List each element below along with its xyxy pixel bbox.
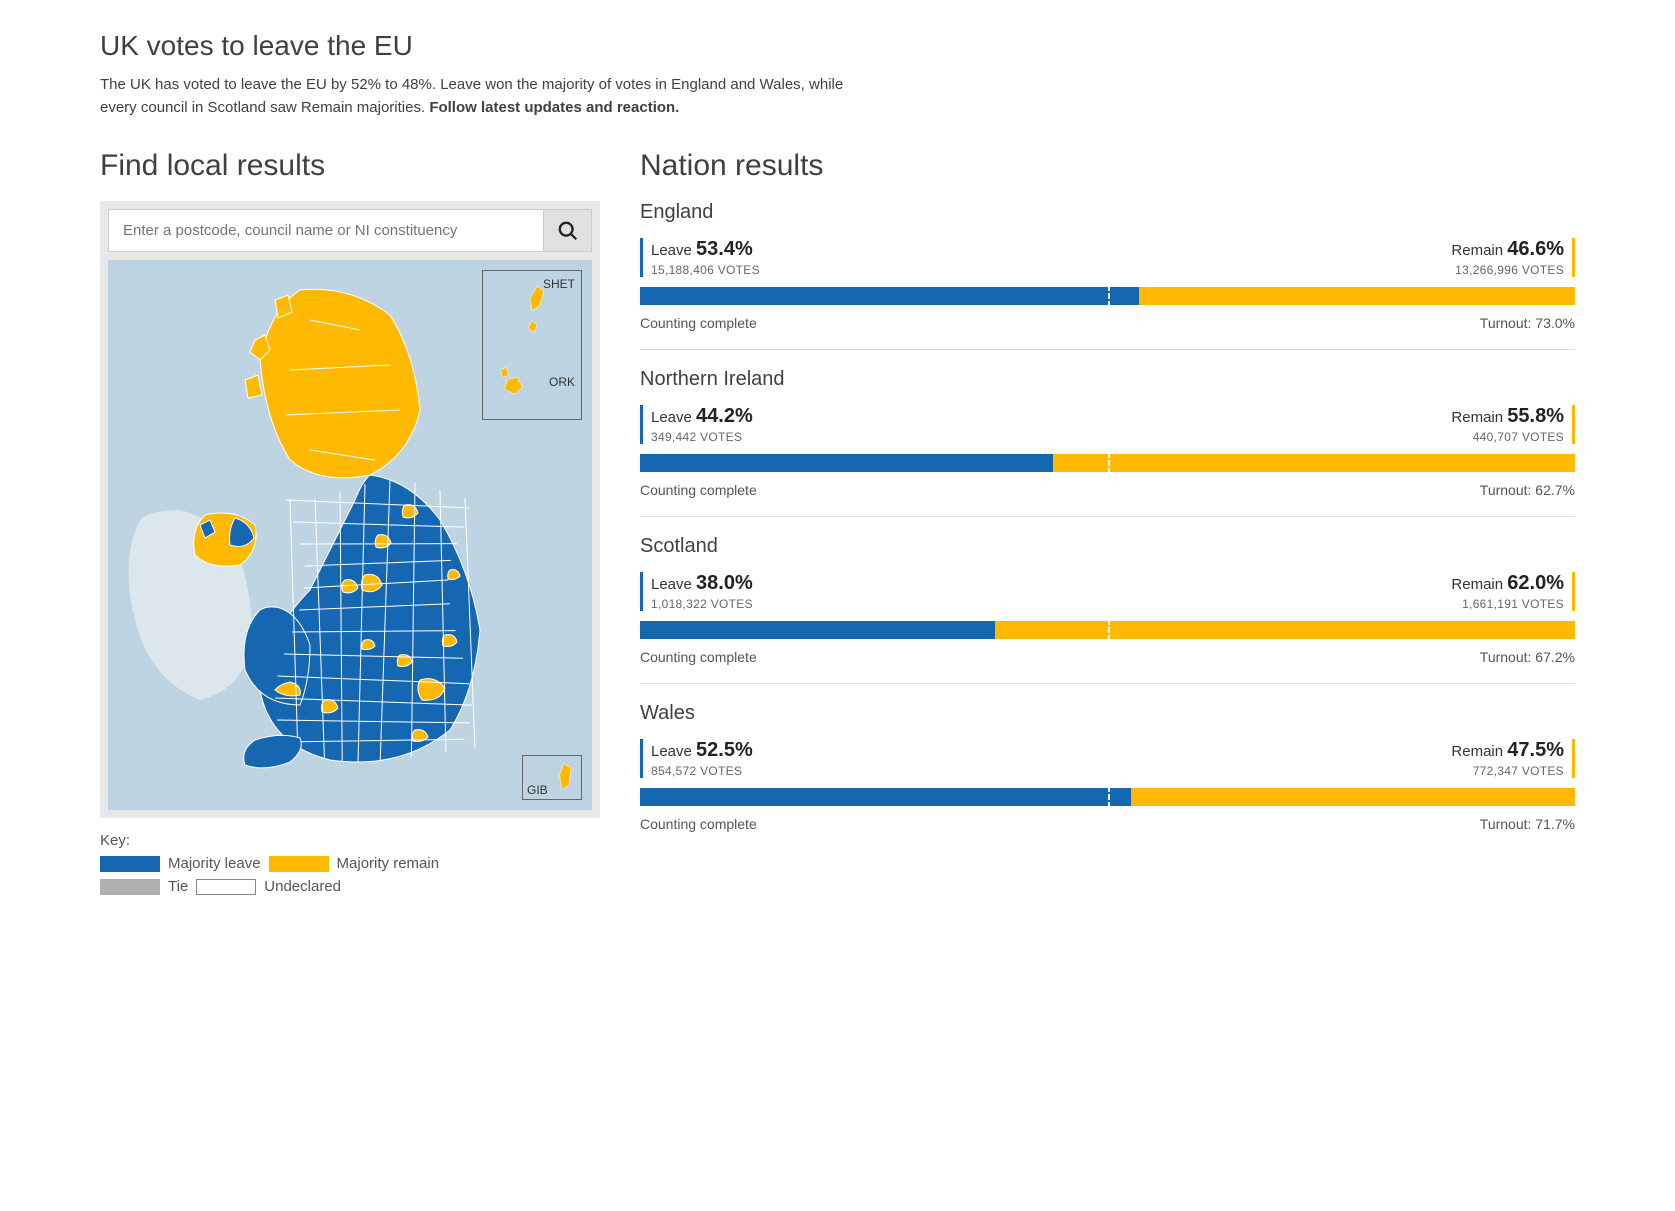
result-bar — [640, 454, 1575, 472]
remain-result: Remain 55.8% 440,707 VOTES — [1451, 405, 1575, 444]
counting-status: Counting complete — [640, 816, 757, 832]
result-bar — [640, 621, 1575, 639]
leave-label: Leave — [651, 743, 696, 760]
leave-result: Leave 44.2% 349,442 VOTES — [640, 405, 753, 444]
remain-result: Remain 46.6% 13,266,996 VOTES — [1451, 238, 1575, 277]
nation-card: Northern Ireland Leave 44.2% 349,442 VOT… — [640, 368, 1575, 517]
bar-midline — [1108, 619, 1110, 641]
key-swatch-remain — [269, 856, 329, 872]
search-button[interactable] — [544, 209, 592, 252]
page-subtitle: The UK has voted to leave the EU by 52% … — [100, 74, 880, 119]
remain-votes: 440,707 VOTES — [1451, 430, 1564, 444]
remain-result: Remain 47.5% 772,347 VOTES — [1451, 739, 1575, 778]
leave-label: Leave — [651, 576, 696, 593]
remain-label: Remain — [1451, 576, 1507, 593]
bar-leave — [640, 788, 1131, 806]
nation-card: England Leave 53.4% 15,188,406 VOTES Rem… — [640, 201, 1575, 350]
remain-votes: 1,661,191 VOTES — [1451, 597, 1564, 611]
inset-shetland-orkney[interactable]: SHET ORK — [482, 270, 582, 420]
key-text-leave: Majority leave — [168, 855, 261, 872]
counting-status: Counting complete — [640, 649, 757, 665]
nation-name: Scotland — [640, 535, 1575, 558]
inset-label-ork: ORK — [549, 375, 575, 389]
bar-midline — [1108, 285, 1110, 307]
key-swatch-undeclared — [196, 879, 256, 895]
remain-pct: 62.0% — [1507, 572, 1564, 594]
remain-pct: 46.6% — [1507, 238, 1564, 260]
leave-votes: 1,018,322 VOTES — [651, 597, 753, 611]
map-key: Key: Majority leave Majority remain Tie … — [100, 832, 600, 895]
key-text-remain: Majority remain — [337, 855, 440, 872]
remain-label: Remain — [1451, 743, 1507, 760]
remain-pct: 47.5% — [1507, 739, 1564, 761]
remain-result: Remain 62.0% 1,661,191 VOTES — [1451, 572, 1575, 611]
leave-result: Leave 38.0% 1,018,322 VOTES — [640, 572, 753, 611]
bar-remain — [1131, 788, 1575, 806]
leave-result: Leave 52.5% 854,572 VOTES — [640, 739, 753, 778]
nation-name: England — [640, 201, 1575, 224]
key-swatch-tie — [100, 879, 160, 895]
bar-leave — [640, 287, 1139, 305]
inset-gibraltar[interactable]: GIB — [522, 755, 582, 800]
leave-pct: 53.4% — [696, 238, 753, 260]
nation-results-title: Nation results — [640, 149, 1575, 183]
nation-card: Wales Leave 52.5% 854,572 VOTES Remain 4… — [640, 702, 1575, 850]
turnout: Turnout: 62.7% — [1480, 482, 1575, 498]
key-swatch-leave — [100, 856, 160, 872]
turnout: Turnout: 71.7% — [1480, 816, 1575, 832]
page-title: UK votes to leave the EU — [100, 30, 1575, 62]
search-icon — [557, 220, 579, 242]
key-text-tie: Tie — [168, 878, 188, 895]
leave-pct: 38.0% — [696, 572, 753, 594]
bar-midline — [1108, 786, 1110, 808]
bar-remain — [1053, 454, 1575, 472]
key-label: Key: — [100, 832, 600, 849]
leave-label: Leave — [651, 242, 696, 259]
bar-remain — [1139, 287, 1575, 305]
turnout: Turnout: 73.0% — [1480, 315, 1575, 331]
turnout: Turnout: 67.2% — [1480, 649, 1575, 665]
remain-votes: 772,347 VOTES — [1451, 764, 1564, 778]
nation-name: Wales — [640, 702, 1575, 725]
leave-label: Leave — [651, 409, 696, 426]
leave-votes: 854,572 VOTES — [651, 764, 753, 778]
local-results-title: Find local results — [100, 149, 600, 183]
remain-label: Remain — [1451, 409, 1507, 426]
result-bar — [640, 287, 1575, 305]
map-container: SHET ORK GIB — [100, 201, 600, 818]
leave-pct: 52.5% — [696, 739, 753, 761]
remain-votes: 13,266,996 VOTES — [1451, 263, 1564, 277]
bar-leave — [640, 454, 1053, 472]
remain-pct: 55.8% — [1507, 405, 1564, 427]
uk-map[interactable]: SHET ORK GIB — [108, 260, 592, 810]
leave-pct: 44.2% — [696, 405, 753, 427]
remain-label: Remain — [1451, 242, 1507, 259]
bar-remain — [995, 621, 1575, 639]
search-input[interactable] — [108, 209, 544, 252]
counting-status: Counting complete — [640, 482, 757, 498]
leave-result: Leave 53.4% 15,188,406 VOTES — [640, 238, 760, 277]
inset-label-gib: GIB — [527, 783, 548, 797]
follow-updates-link[interactable]: Follow latest updates and reaction. — [429, 99, 679, 116]
nation-name: Northern Ireland — [640, 368, 1575, 391]
bar-midline — [1108, 452, 1110, 474]
leave-votes: 349,442 VOTES — [651, 430, 753, 444]
bar-leave — [640, 621, 995, 639]
leave-votes: 15,188,406 VOTES — [651, 263, 760, 277]
result-bar — [640, 788, 1575, 806]
key-text-undeclared: Undeclared — [264, 878, 341, 895]
counting-status: Counting complete — [640, 315, 757, 331]
nation-card: Scotland Leave 38.0% 1,018,322 VOTES Rem… — [640, 535, 1575, 684]
